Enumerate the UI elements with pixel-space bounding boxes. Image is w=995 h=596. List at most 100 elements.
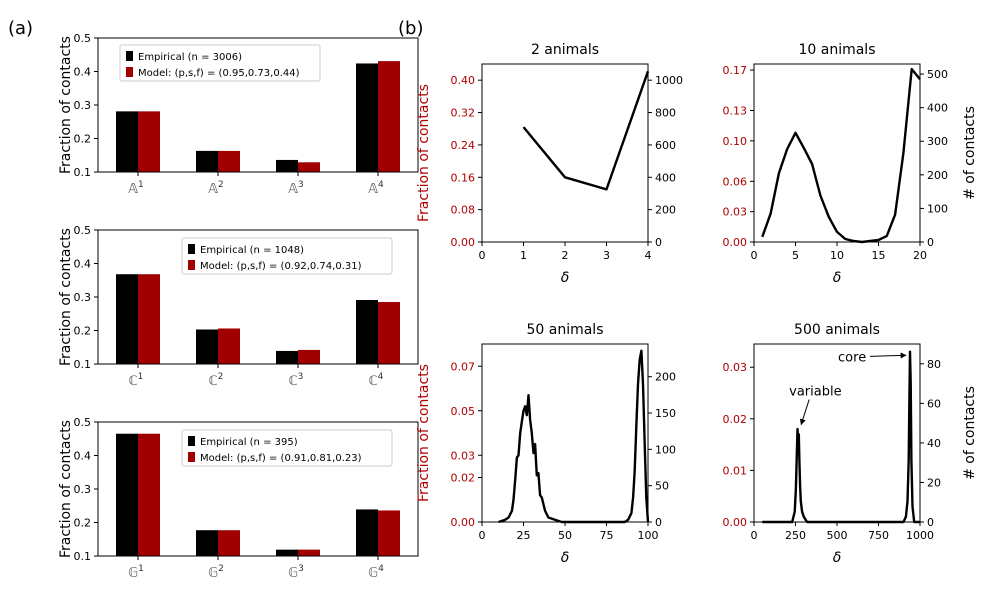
legend-swatch [188, 260, 195, 270]
y-tick-label-left: 0.07 [451, 360, 476, 373]
x-tick-label: ℂ2 [209, 372, 224, 389]
y-tick-label-right: 40 [927, 437, 941, 450]
y-tick-label-right: 50 [655, 480, 669, 493]
y-axis-label: Fraction of contacts [58, 420, 74, 558]
category-symbol: 𝔸 [128, 182, 138, 197]
y-tick-label: 0.5 [74, 416, 92, 429]
category-superscript: 3 [298, 564, 304, 574]
y-tick-label-right: 100 [927, 202, 948, 215]
x-tick-label: 50 [558, 529, 572, 542]
y-tick-label-right: 500 [927, 68, 948, 81]
x-tick-label: 𝔸3 [288, 180, 303, 197]
bar-model [218, 150, 240, 172]
y-axis-label-left: Fraction of contacts [416, 364, 432, 502]
x-tick-label: 𝔾2 [208, 564, 224, 581]
y-tick-label: 0.5 [74, 32, 92, 45]
bar-model [378, 61, 400, 172]
chart-b1: 2 animals 0 1 2 3 4 δ 0.00 0.08 0.16 0.24 0.32 0.40 0… [416, 42, 683, 286]
panel-label-b: (b) [398, 18, 423, 39]
chart-b4: 500 animals 0 250 500 750 1000 δ 0.00 0.01 0.02 0.… [723, 322, 979, 566]
annotation-arrow [870, 352, 907, 359]
bar-model [298, 349, 320, 364]
category-superscript: 4 [378, 180, 384, 190]
category-symbol: ℂ [369, 374, 378, 389]
legend-label: Model: (p,s,f) = (0.95,0.73,0.44) [138, 68, 300, 79]
y-tick-label-left: 0.13 [723, 105, 748, 118]
bar-model [138, 111, 160, 172]
category-symbol: 𝔸 [208, 182, 218, 197]
series-line [761, 67, 921, 244]
bar-model [378, 302, 400, 364]
bar-model [218, 530, 240, 556]
chart-title: 10 animals [798, 42, 875, 58]
category-symbol: 𝔾 [208, 566, 218, 581]
x-tick-label: 𝔸2 [208, 180, 223, 197]
y-tick-label-left: 0.05 [451, 405, 476, 418]
y-tick-label-right: 100 [655, 443, 676, 456]
x-tick-label: 𝔾3 [288, 564, 304, 581]
x-tick-label: 1000 [906, 529, 934, 542]
y-tick-label-left: 0.10 [723, 135, 748, 148]
plot-frame [481, 343, 649, 523]
bar-empirical [276, 350, 298, 364]
y-tick-label-left: 0.17 [723, 64, 748, 77]
y-tick-label: 0.4 [74, 66, 92, 79]
legend-label: Empirical (n = 3006) [138, 52, 242, 63]
y-tick-label-right: 0 [927, 516, 934, 529]
legend-box [119, 44, 321, 82]
legend-swatch [188, 436, 195, 446]
x-tick-label: ℂ3 [289, 372, 304, 389]
bar-empirical [116, 111, 138, 172]
x-tick-label: 5 [792, 249, 799, 262]
bar-model [378, 510, 400, 556]
plot-frame [481, 63, 649, 243]
y-tick-label-left: 0.03 [451, 449, 476, 462]
bar-model [138, 433, 160, 556]
x-tick-label: 3 [603, 249, 610, 262]
y-tick-label-left: 0.40 [451, 74, 476, 87]
chart-b2: 10 animals 0 5 10 15 20 δ 0.00 0.03 0.06 0.10 0.13 0… [723, 42, 979, 286]
x-tick-label: 4 [645, 249, 652, 262]
annotation-arrow [799, 399, 810, 426]
series-line [522, 70, 650, 191]
legend-label: Empirical (n = 1048) [200, 245, 304, 256]
category-superscript: 2 [218, 372, 224, 382]
x-tick-label: 75 [600, 529, 614, 542]
y-tick-label-right: 200 [655, 204, 676, 217]
category-superscript: 4 [378, 564, 384, 574]
bar-empirical [356, 509, 378, 556]
bar-empirical [276, 159, 298, 172]
y-tick-label-left: 0.03 [723, 206, 748, 219]
y-tick-label: 0.4 [74, 258, 92, 271]
series-line [498, 349, 650, 524]
y-tick-label-left: 0.00 [451, 516, 476, 529]
y-tick-label-right: 20 [927, 476, 941, 489]
y-tick-label: 0.3 [74, 291, 92, 304]
category-superscript: 2 [218, 180, 224, 190]
x-tick-label: 10 [830, 249, 844, 262]
legend-swatch [188, 452, 195, 462]
y-tick-label: 0.1 [74, 550, 92, 563]
x-tick-label: 2 [562, 249, 569, 262]
x-tick-label: ℂ1 [129, 372, 144, 389]
category-symbol: 𝔾 [128, 566, 138, 581]
bar-empirical [356, 63, 378, 172]
y-tick-label-right: 0 [655, 236, 662, 249]
y-axis-label: Fraction of contacts [58, 228, 74, 366]
y-axis-label-right: # of contacts [962, 106, 978, 200]
series-line [762, 350, 920, 524]
plot-frame [753, 343, 921, 523]
y-tick-label-right: 1000 [655, 74, 683, 87]
category-superscript: 3 [298, 180, 304, 190]
x-tick-label: 500 [827, 529, 848, 542]
chart-title: 500 animals [794, 322, 880, 338]
category-superscript: 1 [138, 180, 144, 190]
category-superscript: 3 [298, 372, 304, 382]
legend-label: Empirical (n = 395) [200, 437, 298, 448]
x-tick-label: ℂ4 [369, 372, 384, 389]
bar-empirical [356, 300, 378, 364]
x-tick-label: 100 [638, 529, 659, 542]
